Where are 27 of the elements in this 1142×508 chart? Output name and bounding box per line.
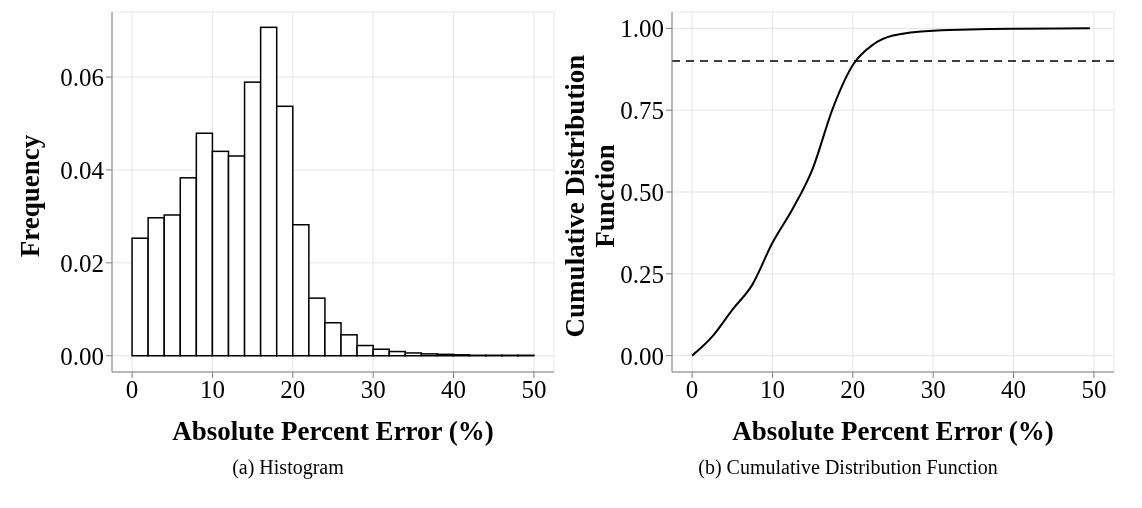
x-tick-label: 10 — [759, 375, 785, 403]
y-tick-label: 0.06 — [60, 63, 104, 91]
y-tick-label: 0.02 — [60, 249, 104, 277]
y-tick-label: 0.00 — [620, 342, 664, 370]
y-axis-title: Cumulative Distribution Function — [560, 54, 620, 338]
x-tick-label: 20 — [840, 375, 866, 403]
text: (b) Cumulative Distribution Function — [697, 456, 999, 479]
y-tick-label: 0.00 — [60, 342, 104, 370]
text: (a) Histogram — [231, 456, 345, 479]
x-axis-title: Absolute Percent Error (%) — [172, 416, 494, 446]
x-axis-title: Absolute Percent Error (%) — [732, 416, 1054, 446]
y-tick-label: 0.25 — [620, 260, 664, 288]
x-tick-label: 0 — [685, 375, 699, 403]
y-axis-title: Frequency — [15, 134, 45, 258]
x-tick-label: 40 — [1001, 375, 1027, 403]
x-tick-label: 30 — [920, 375, 946, 403]
x-tick-label: 20 — [280, 375, 306, 403]
x-tick-label: 50 — [1081, 375, 1107, 403]
y-tick-label: 0.75 — [620, 97, 664, 125]
y-tick-label: 0.50 — [620, 178, 664, 206]
x-tick-label: 0 — [125, 375, 139, 403]
y-tick-label: 0.04 — [60, 156, 105, 184]
x-tick-label: 50 — [521, 375, 547, 403]
x-tick-label: 30 — [360, 375, 386, 403]
y-tick-label: 1.00 — [620, 15, 664, 43]
x-tick-label: 10 — [199, 375, 225, 403]
x-tick-label: 40 — [441, 375, 467, 403]
